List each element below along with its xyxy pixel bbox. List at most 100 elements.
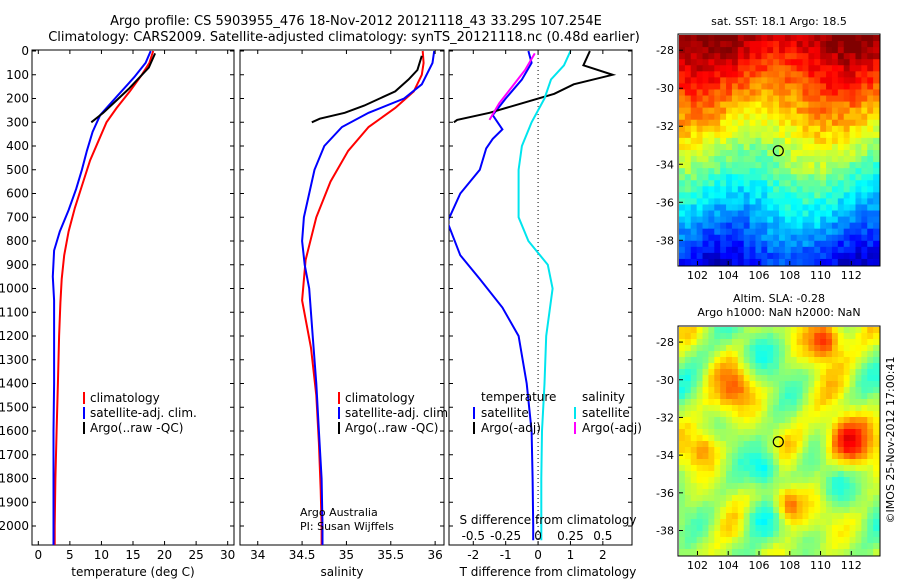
heatmap-cell: [690, 101, 698, 109]
heatmap-cell: [702, 519, 710, 526]
heatmap-cell: [784, 143, 792, 151]
heatmap-cell: [773, 549, 780, 556]
heatmap-cell: [755, 131, 762, 139]
heatmap-cell: [690, 192, 698, 200]
heatmap-cell: [679, 531, 686, 538]
heatmap-cell: [855, 345, 862, 352]
heatmap-cell: [749, 411, 757, 418]
x-tick-label: -1: [500, 548, 512, 562]
heatmap-cell: [790, 131, 798, 139]
heatmap-cell: [802, 168, 810, 175]
heatmap-cell: [726, 35, 733, 42]
heatmap-cell: [773, 198, 780, 206]
heatmap-cell: [726, 107, 733, 115]
heatmap-cell: [684, 333, 692, 340]
heatmap-cell: [820, 143, 827, 151]
heatmap-cell: [873, 71, 880, 78]
heatmap-cell: [714, 441, 721, 448]
heatmap-cell: [873, 150, 880, 157]
heatmap-cell: [679, 513, 686, 520]
heatmap-cell: [808, 489, 815, 496]
heatmap-cell: [796, 477, 804, 484]
heatmap-cell: [679, 162, 686, 169]
heatmap-cell: [731, 393, 739, 400]
heatmap-cell: [755, 216, 762, 224]
heatmap-cell: [708, 119, 715, 127]
heatmap-cell: [808, 216, 815, 224]
heatmap-cell: [861, 180, 868, 187]
heatmap-cell: [820, 246, 827, 254]
legend-satellite: satellite-adj. clim.: [90, 406, 197, 420]
heatmap-cell: [690, 119, 698, 127]
legend-s-argo: Argo(-adj): [582, 421, 642, 435]
heatmap-cell: [861, 107, 868, 115]
heatmap-cell: [814, 77, 821, 85]
heatmap-cell: [808, 507, 815, 514]
heatmap-cell: [684, 47, 692, 54]
heatmap-cell: [731, 549, 739, 556]
heatmap-cell: [690, 258, 698, 266]
heatmap-cell: [679, 192, 686, 200]
heatmap-cell: [690, 156, 698, 163]
heatmap-cell: [726, 192, 733, 200]
heatmap-cell: [843, 246, 851, 254]
heatmap-cell: [708, 459, 715, 466]
heatmap-cell: [855, 405, 862, 412]
heatmap-cell: [743, 465, 751, 472]
heatmap-cell: [731, 252, 739, 260]
heatmap-cell: [726, 501, 733, 508]
heatmap-cell: [849, 168, 857, 175]
heatmap-cell: [820, 369, 827, 376]
heatmap-cell: [773, 119, 780, 127]
heatmap-cell: [779, 77, 786, 85]
heatmap-cell: [737, 339, 745, 346]
heatmap-cell: [831, 131, 839, 139]
heatmap-cell: [767, 234, 774, 242]
heatmap-cell: [837, 77, 845, 85]
heatmap-cell: [726, 387, 733, 394]
heatmap-cell: [808, 113, 815, 121]
heatmap-cell: [773, 210, 780, 218]
heatmap-cell: [802, 258, 810, 266]
heatmap-cell: [726, 162, 733, 169]
heatmap-cell: [731, 423, 739, 430]
heatmap-cell: [767, 435, 774, 442]
heatmap-cell: [843, 192, 851, 200]
heatmap-cell: [831, 339, 839, 346]
heatmap-cell: [784, 429, 792, 436]
x-tick-label-top: 0.5: [593, 529, 612, 543]
heatmap-cell: [790, 453, 798, 460]
heatmap-cell: [784, 549, 792, 556]
heatmap-cell: [814, 345, 821, 352]
heatmap-cell: [826, 447, 833, 454]
heatmap-cell: [696, 399, 704, 406]
heatmap-cell: [708, 405, 715, 412]
heatmap-cell: [743, 495, 751, 502]
heatmap-cell: [837, 186, 845, 193]
heatmap-cell: [861, 125, 868, 133]
heatmap-cell: [855, 119, 862, 127]
heatmap-cell: [767, 441, 774, 448]
heatmap-cell: [726, 59, 733, 66]
heatmap-cell: [802, 495, 810, 502]
heatmap-cell: [802, 471, 810, 478]
heatmap-cell: [679, 107, 686, 115]
heatmap-cell: [826, 162, 833, 169]
heatmap-cell: [790, 59, 798, 66]
heatmap-cell: [720, 252, 727, 260]
heatmap-cell: [831, 465, 839, 472]
heatmap-cell: [755, 519, 762, 526]
heatmap-cell: [814, 549, 821, 556]
heatmap-cell: [779, 107, 786, 115]
heatmap-cell: [743, 198, 751, 206]
heatmap-cell: [796, 453, 804, 460]
heatmap-cell: [720, 537, 727, 544]
heatmap-cell: [714, 477, 721, 484]
heatmap-cell: [726, 180, 733, 187]
heatmap-cell: [749, 501, 757, 508]
heatmap-cell: [861, 192, 868, 200]
heatmap-cell: [814, 174, 821, 181]
heatmap-cell: [767, 483, 774, 490]
heatmap-cell: [731, 156, 739, 163]
heatmap-cell: [873, 59, 880, 66]
